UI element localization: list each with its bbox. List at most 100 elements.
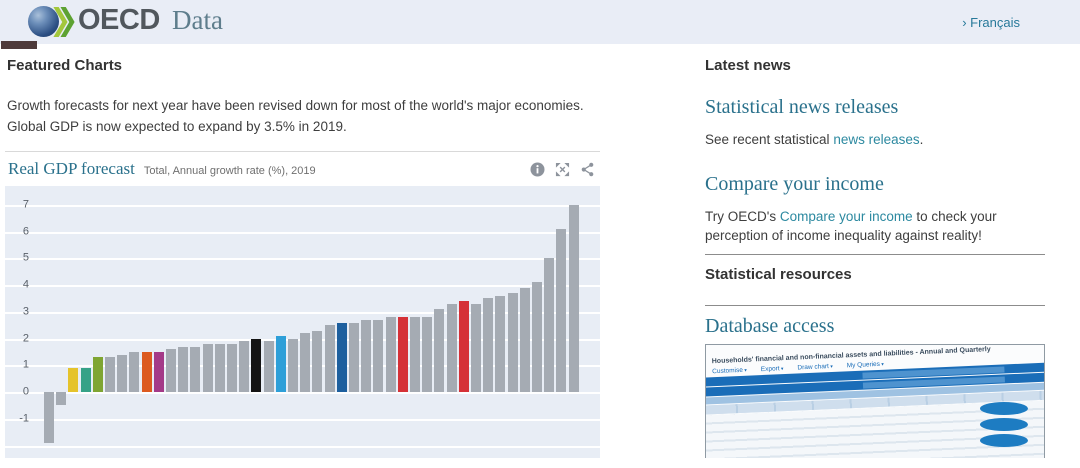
news-releases-link[interactable]: news releases — [833, 132, 920, 147]
bar[interactable] — [568, 204, 579, 393]
bar[interactable] — [324, 325, 335, 393]
real-gdp-chart-card: Real GDP forecast Total, Annual growth r… — [5, 151, 600, 459]
bar[interactable] — [471, 303, 481, 393]
income-text-before: Try OECD's — [705, 209, 780, 224]
info-icon[interactable] — [530, 162, 545, 177]
chart-header-row: Real GDP forecast Total, Annual growth r… — [5, 152, 600, 186]
income-text-after: to check your perception of income inequ… — [705, 209, 997, 243]
share-icon[interactable] — [580, 162, 595, 177]
bar[interactable] — [178, 346, 189, 393]
bar[interactable] — [288, 338, 298, 393]
divider — [705, 254, 1045, 255]
bar[interactable] — [227, 343, 237, 393]
chart-subtitle: Total, Annual growth rate (%), 2019 — [143, 164, 316, 177]
logo-site-name[interactable]: Data — [172, 5, 223, 35]
bar[interactable] — [434, 309, 445, 393]
news-text-statistical-releases: See recent statistical news releases. — [705, 130, 1045, 149]
statistical-resources-title: Statistical resources — [705, 266, 852, 283]
database-stack-icon — [980, 399, 1028, 447]
page-bottom-margin — [0, 458, 1080, 468]
bar[interactable] — [373, 319, 384, 393]
bar[interactable] — [141, 351, 152, 393]
chart-title-link[interactable]: Real GDP forecast — [8, 159, 135, 178]
language-switch-link[interactable]: › Français — [962, 15, 1020, 30]
bar[interactable] — [275, 335, 286, 393]
bar[interactable] — [397, 317, 408, 393]
bar[interactable] — [80, 368, 91, 393]
thumb-export-button: Export — [761, 365, 784, 373]
thumb-my-queries-button: My Queries — [847, 361, 884, 370]
bar[interactable] — [300, 333, 311, 393]
thumb-customise-button: Customise — [712, 367, 747, 376]
bar[interactable] — [483, 298, 494, 393]
thumb-draw-chart-button: Draw chart — [797, 363, 833, 372]
bar[interactable] — [312, 330, 323, 393]
featured-charts-section: Featured Charts Growth forecasts for nex… — [7, 44, 602, 137]
bar[interactable] — [129, 351, 140, 393]
compare-income-link[interactable]: Compare your income — [779, 209, 913, 224]
chart-toolbar — [530, 162, 595, 177]
bar[interactable] — [153, 351, 164, 393]
bar[interactable] — [263, 341, 274, 393]
bar[interactable] — [532, 282, 542, 393]
bar[interactable] — [117, 354, 128, 393]
news-text-compare-income: Try OECD's Compare your income to check … — [705, 207, 1045, 245]
news-text-after: . — [919, 132, 924, 147]
fullscreen-icon[interactable] — [555, 162, 570, 177]
gridline — [5, 258, 600, 261]
gridline — [5, 445, 600, 448]
featured-intro-text: Growth forecasts for next year have been… — [7, 98, 584, 134]
y-axis-tick-label: 7 — [22, 198, 29, 211]
bar[interactable] — [422, 317, 433, 393]
gridline — [5, 231, 600, 234]
y-axis-tick-label: 6 — [22, 224, 29, 237]
news-text-before: See recent statistical — [705, 132, 834, 147]
y-axis-tick-label: 5 — [22, 251, 29, 264]
site-header: OECD Data › Français — [0, 0, 1080, 44]
y-axis-tick-label: 2 — [22, 331, 29, 344]
bar[interactable] — [105, 357, 115, 393]
bar[interactable] — [166, 349, 176, 393]
bar[interactable] — [385, 317, 396, 393]
bar[interactable] — [251, 338, 262, 393]
gridline — [5, 311, 600, 314]
y-axis-tick-label: 4 — [22, 278, 29, 291]
bar[interactable] — [190, 346, 201, 393]
bar[interactable] — [239, 341, 250, 393]
bar[interactable] — [44, 392, 54, 443]
gridline — [5, 418, 600, 421]
partial-element-fragment — [1, 41, 37, 49]
news-heading-compare-income[interactable]: Compare your income — [705, 173, 884, 195]
bar[interactable] — [458, 301, 469, 393]
bar[interactable] — [495, 295, 506, 393]
bar[interactable] — [507, 293, 518, 393]
plot-area: 7 6 5 4 3 2 1 0 -1 — [5, 186, 600, 459]
bar[interactable] — [361, 319, 372, 393]
bar[interactable] — [544, 258, 555, 393]
gridline — [5, 204, 600, 207]
bar[interactable] — [214, 343, 225, 393]
y-axis-tick-label: 0 — [22, 385, 29, 398]
bar[interactable] — [202, 343, 213, 393]
right-sidebar: Latest news Statistical news releases Se… — [705, 44, 1045, 460]
database-access-thumbnail[interactable]: Households' financial and non-financial … — [705, 344, 1045, 460]
logo-oecd-text[interactable]: OECD — [78, 4, 160, 36]
bar[interactable] — [519, 287, 530, 393]
bar[interactable] — [349, 322, 359, 393]
bar[interactable] — [56, 392, 67, 406]
gridline — [5, 392, 600, 395]
database-access-heading[interactable]: Database access — [705, 315, 835, 337]
bar[interactable] — [446, 303, 457, 393]
bar[interactable] — [556, 228, 567, 393]
oecd-globe-logo-icon — [28, 6, 59, 37]
bar[interactable] — [410, 317, 420, 393]
divider — [705, 305, 1045, 306]
news-heading-statistical-releases[interactable]: Statistical news releases — [705, 96, 899, 118]
y-axis-tick-label: -1 — [19, 412, 29, 425]
y-axis-tick-label: 1 — [22, 358, 29, 371]
bar[interactable] — [68, 368, 79, 393]
bar[interactable] — [336, 322, 347, 393]
logo-chevrons-icon — [53, 7, 75, 37]
latest-news-title: Latest news — [705, 57, 791, 74]
bar[interactable] — [92, 357, 103, 393]
